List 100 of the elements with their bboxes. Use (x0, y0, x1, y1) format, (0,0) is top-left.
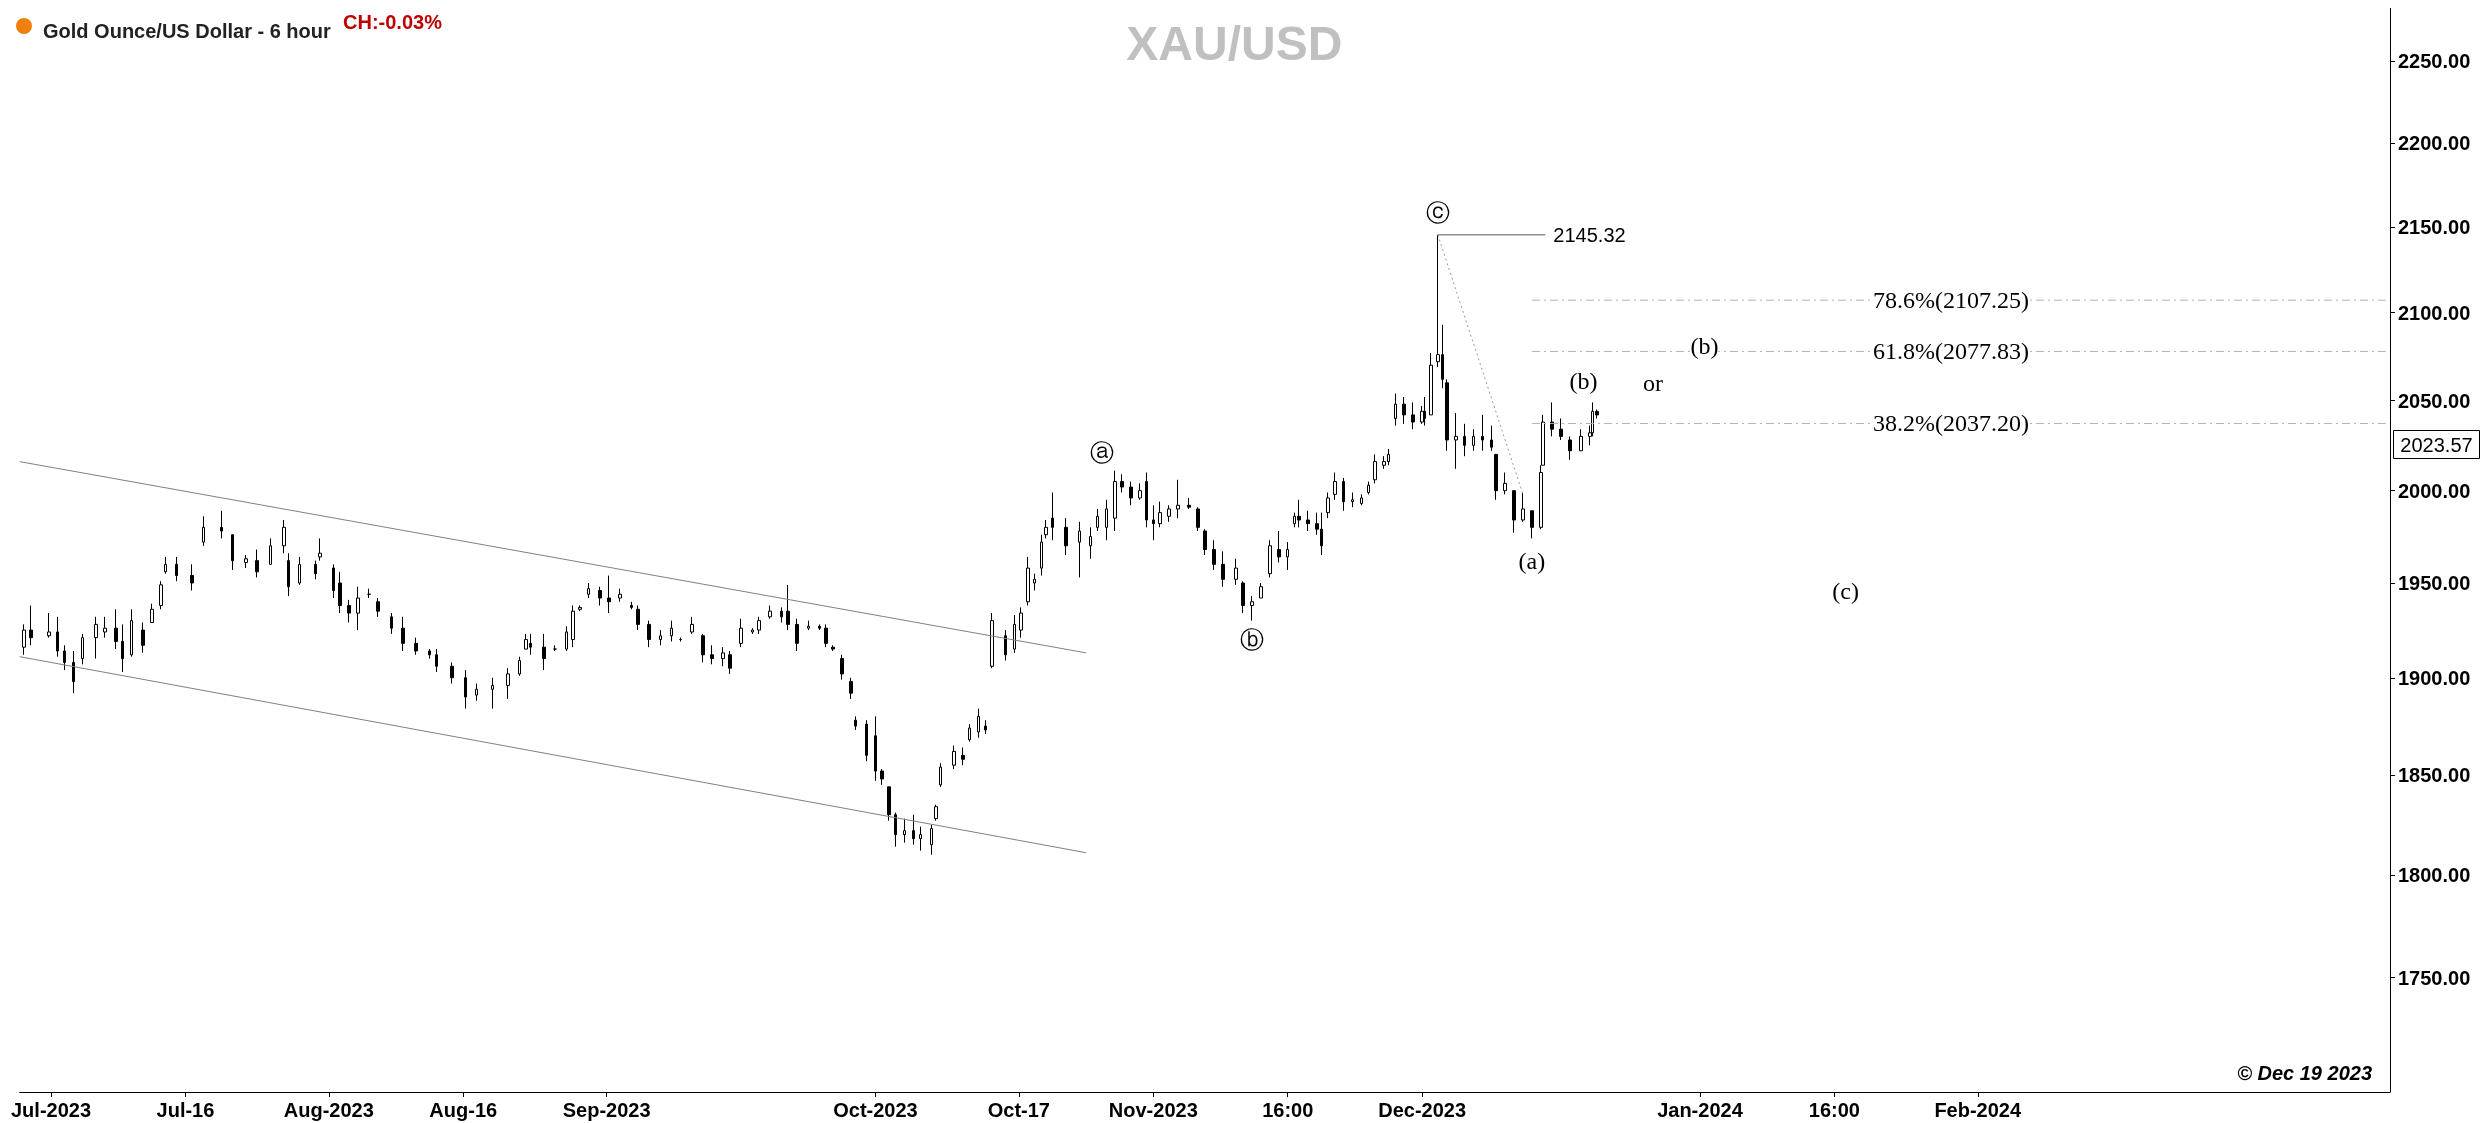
annotation: 61.8%(2077.83) (1872, 338, 2029, 365)
candlestick (435, 648, 438, 673)
x-tick-label: 16:00 (1808, 1099, 1860, 1121)
y-tick-label: 2050.00 (2398, 389, 2471, 412)
candlestick (977, 708, 980, 739)
candlestick (1423, 396, 1426, 427)
candlestick (849, 677, 853, 700)
candlestick (1503, 471, 1507, 495)
candlestick (1250, 595, 1254, 622)
candlestick (314, 560, 317, 580)
y-tick-label: 1900.00 (2398, 666, 2471, 689)
candlestick (1342, 477, 1345, 512)
candlestick (1212, 539, 1216, 571)
annotation: (b) (1569, 368, 1598, 395)
candlestick (450, 661, 454, 685)
candlestick (56, 616, 59, 658)
candlestick (607, 575, 611, 614)
candlestick (721, 646, 725, 667)
x-tick-label: Feb-2024 (1934, 1099, 2022, 1121)
candlestick (1138, 482, 1142, 501)
candlestick (94, 616, 98, 660)
candlestick (282, 519, 286, 554)
candlestick (990, 612, 994, 669)
annotation: (c) (1832, 577, 1859, 604)
candlestick (47, 612, 51, 639)
candlestick (220, 510, 223, 539)
candlestick (578, 605, 582, 612)
candlestick (1429, 352, 1433, 416)
candlestick (1351, 492, 1354, 508)
x-tick-label: Oct-17 (987, 1099, 1050, 1121)
candlestick (1559, 417, 1563, 441)
candlestick (130, 608, 133, 658)
candlestick (121, 623, 124, 673)
candlestick (141, 622, 145, 654)
candlestick (1241, 580, 1245, 614)
candlestick (318, 537, 322, 562)
candlestick (571, 605, 575, 648)
y-tick-label: 1800.00 (2398, 863, 2471, 886)
candlestick (1033, 573, 1036, 591)
x-tick-label: Oct-2023 (833, 1099, 918, 1121)
candlestick (786, 584, 790, 631)
candlestick (1530, 510, 1534, 539)
candlestick (710, 644, 714, 665)
candlestick (298, 556, 301, 586)
candlestick (894, 812, 897, 848)
y-tick-label: 2100.00 (2398, 301, 2471, 324)
x-tick-label: Aug-16 (429, 1099, 498, 1121)
candlestick (506, 667, 510, 700)
candlestick (751, 627, 754, 635)
candlestick (401, 616, 405, 652)
candlestick (244, 554, 248, 569)
x-tick-label: Sep-2023 (562, 1099, 651, 1121)
candlestick (338, 571, 342, 614)
candlestick (919, 826, 922, 852)
candlestick (930, 824, 933, 856)
candlestick (1051, 492, 1054, 541)
candlestick (1445, 378, 1449, 452)
candlestick (1064, 517, 1068, 556)
candlestick (475, 683, 478, 702)
candlestick (1286, 541, 1289, 571)
candlestick (1579, 428, 1583, 452)
candlestick (269, 537, 272, 565)
x-tick-label: Aug-2023 (283, 1099, 374, 1121)
candlestick (630, 601, 633, 610)
candlestick (701, 633, 705, 663)
candlestick (865, 719, 868, 762)
y-tick-label: 2150.00 (2398, 215, 2471, 238)
candlestick (690, 616, 694, 635)
candlestick (1268, 539, 1272, 578)
candlestick (1167, 504, 1171, 523)
candlestick (63, 644, 66, 671)
candlestick (1490, 425, 1493, 452)
candlestick (854, 715, 857, 731)
candlestick (1096, 508, 1099, 532)
candlestick (1411, 401, 1415, 430)
candlestick (390, 612, 393, 635)
candlestick (739, 618, 743, 648)
candlestick (1402, 396, 1406, 425)
candlestick (880, 768, 884, 786)
candlestick (1026, 556, 1030, 607)
candlestick (1120, 473, 1124, 493)
candlestick (1203, 528, 1207, 556)
candlestick (1004, 629, 1007, 662)
candlestick (1176, 479, 1180, 519)
candlestick (150, 603, 154, 623)
candlestick (1129, 481, 1133, 506)
candlestick (1373, 453, 1377, 484)
candlestick (1019, 606, 1023, 639)
candlestick (464, 669, 467, 710)
candlestick (175, 556, 178, 582)
annotation: 38.2%(2037.20) (1872, 410, 2029, 437)
candlestick (1360, 493, 1363, 506)
annotation: (b) (1690, 332, 1719, 359)
candlestick (1521, 492, 1525, 523)
candlestick (1078, 521, 1081, 578)
candlestick (565, 625, 568, 652)
candlestick (831, 644, 835, 652)
x-tick-label: 16:00 (1262, 1099, 1314, 1121)
candlestick (1472, 428, 1475, 452)
candlestick (1113, 470, 1117, 532)
